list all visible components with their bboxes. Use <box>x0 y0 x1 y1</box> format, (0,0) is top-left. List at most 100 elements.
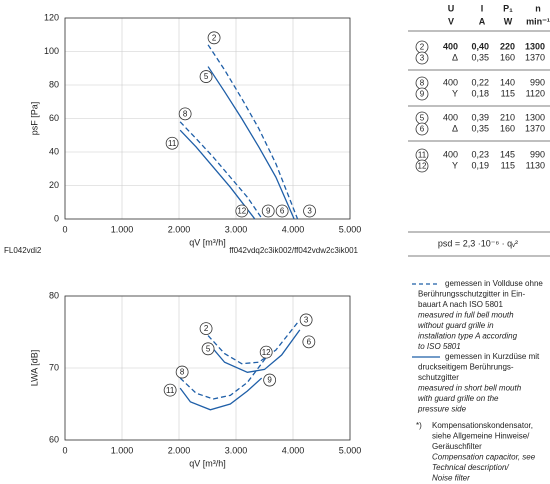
legend-text: siehe Allgemeine Hinweise/ <box>432 432 530 441</box>
legend-text-en: to ISO 5801 <box>418 342 461 351</box>
y-tick-label: 40 <box>49 146 59 156</box>
row-id-circle <box>415 51 429 65</box>
table-cell: 0,40 <box>471 41 489 51</box>
legend-text: gemessen in Kurzdüse mit <box>445 352 540 361</box>
corner-label: FL042vdi2 <box>4 246 42 255</box>
formula: psd = 2,3 ·10⁻⁶ · qᵥ² <box>438 238 518 248</box>
legend-text-en: Technical description/ <box>432 463 509 472</box>
y-tick-label: 80 <box>49 79 59 89</box>
table-cell: 990 <box>530 77 545 87</box>
curve-end-label: 6 <box>280 207 285 216</box>
curve-start-label: 5 <box>204 72 209 81</box>
curve <box>179 129 256 220</box>
table-cell: 160 <box>500 52 515 62</box>
x-tick-label: 0 <box>62 445 67 455</box>
curve-end-label: 3 <box>304 316 309 325</box>
table-cell: 1120 <box>526 88 545 98</box>
row-id: 9 <box>420 90 425 99</box>
legend-text: Berührungsschutzgitter in Ein- <box>418 290 526 299</box>
curve-start-label-circle <box>175 365 189 379</box>
table-cell: 145 <box>500 149 515 159</box>
legend-text: bauart A nach ISO 5801 <box>418 300 504 309</box>
table-cell: Δ <box>452 52 458 62</box>
x-tick-label: 2.000 <box>168 224 191 234</box>
curve <box>207 329 301 373</box>
table-cell: 0,39 <box>471 112 489 122</box>
x-tick-label: 4.000 <box>282 224 305 234</box>
curve-start-label: 2 <box>212 33 217 42</box>
x-tick-label: 3.000 <box>225 445 248 455</box>
table-header: P₁ <box>503 3 513 13</box>
table-cell: 400 <box>443 41 458 51</box>
table-cell: 400 <box>443 112 458 122</box>
curve-end-label-circle <box>275 204 289 218</box>
curve-start-label-circle <box>165 136 179 150</box>
x-axis-label: qV [m³/h] <box>189 237 226 247</box>
curve-start-label: 8 <box>180 368 185 377</box>
legend-text-en: pressure side <box>417 405 467 414</box>
curve-end-label: 9 <box>267 376 272 385</box>
row-id: 5 <box>420 114 425 123</box>
table-cell: Δ <box>452 123 458 133</box>
table-unit: V <box>448 16 454 26</box>
table-unit: W <box>504 16 513 26</box>
table-cell: 0,23 <box>471 149 489 159</box>
curve-end-label-circle <box>302 335 316 349</box>
curve-end-label-circle <box>235 204 249 218</box>
row-id: 3 <box>420 54 425 63</box>
y-tick-label: 20 <box>49 180 59 190</box>
curve-start-label: 8 <box>183 109 188 118</box>
table-cell: 1130 <box>526 160 545 170</box>
curve-end-label: 12 <box>237 207 246 216</box>
plot-frame <box>64 295 351 441</box>
table-cell: 160 <box>500 123 515 133</box>
x-tick-label: 2.000 <box>168 445 191 455</box>
curve-start-label-circle <box>199 70 213 83</box>
table-cell: 0,19 <box>471 160 489 170</box>
x-tick-label: 0 <box>62 224 67 234</box>
table-cell: 990 <box>530 149 545 159</box>
curve-start-label: 2 <box>204 324 209 333</box>
table-cell: 0,35 <box>471 52 489 62</box>
x-tick-label: 3.000 <box>225 224 248 234</box>
legend-text-en: measured in short bell mouth <box>418 384 522 393</box>
legend-text: Kompensationskondensator, <box>432 421 533 430</box>
curve-end-label: 9 <box>266 207 271 216</box>
curve-start-label-circle <box>201 342 215 356</box>
curve-start-label: 11 <box>168 139 177 148</box>
curve-end-label: 3 <box>307 207 312 216</box>
y-tick-label: 120 <box>44 12 59 22</box>
y-axis-label: LWA [dB] <box>29 350 39 387</box>
table-cell: 400 <box>443 77 458 87</box>
y-tick-label: 100 <box>44 46 59 56</box>
curve-start-label-circle <box>178 107 192 121</box>
table-cell: 1300 <box>525 41 545 51</box>
table-cell: 1370 <box>525 52 545 62</box>
table-cell: 210 <box>500 112 515 122</box>
x-tick-label: 1.000 <box>111 224 134 234</box>
curve <box>179 351 271 400</box>
table-cell: 1300 <box>525 112 545 122</box>
x-axis-label: qV [m³/h] <box>189 458 226 468</box>
curve <box>207 66 295 220</box>
y-tick-label: 70 <box>49 362 59 372</box>
row-id-circle <box>415 122 429 136</box>
legend-text-en: installation type A according <box>418 332 518 341</box>
table-cell: 0,18 <box>471 88 489 98</box>
row-id: 6 <box>420 125 425 134</box>
curve-start-label-circle <box>163 383 177 397</box>
table-cell: 0,35 <box>471 123 489 133</box>
table-header: U <box>448 3 455 13</box>
curve-end-label: 6 <box>307 337 312 346</box>
legend-text-en: measured in full bell mouth <box>418 311 514 320</box>
chart-note: ff042vdq2c3ik002/ff042vdw2c3ik001 <box>229 246 358 255</box>
y-tick-label: 60 <box>49 113 59 123</box>
table-unit: A <box>479 16 486 26</box>
table-cell: 115 <box>501 88 515 98</box>
row-id-circle <box>415 87 429 101</box>
footnote-marker: *) <box>416 421 422 430</box>
legend-text-en: without guard grille in <box>418 321 494 330</box>
table-cell: 0,22 <box>471 77 489 87</box>
row-id: 8 <box>420 79 425 88</box>
